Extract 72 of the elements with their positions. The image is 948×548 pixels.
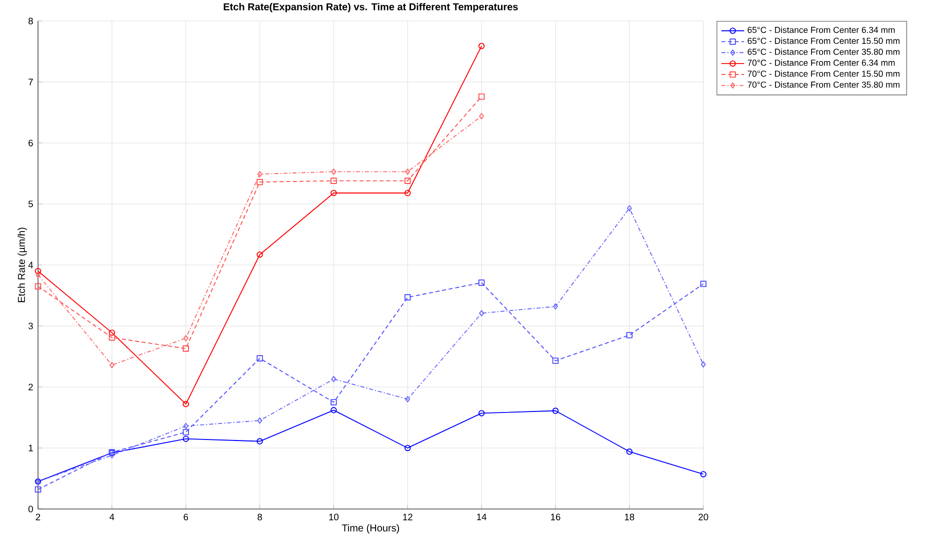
point: [626, 332, 633, 338]
chart-title: Etch Rate(Expansion Rate) vs. Time at Different Temperatures: [224, 2, 518, 12]
point: [256, 251, 263, 258]
y-tick-label: 0: [28, 506, 33, 512]
legend-label: 70°C - Distance From Center 15.50 mm: [748, 70, 900, 77]
y-tick-label: 1: [28, 444, 33, 452]
point: [404, 294, 411, 300]
point: [109, 362, 114, 368]
x-tick-label: 8: [258, 514, 262, 520]
legend-label: 65°C - Distance From Center 15.50 mm: [748, 38, 900, 44]
x-tick-label: 4: [110, 514, 114, 520]
point: [330, 407, 337, 414]
point: [404, 190, 411, 196]
y-tick-label: 6: [28, 140, 33, 146]
point: [36, 272, 40, 278]
y-tick-label: 7: [28, 78, 33, 86]
x-tick-label: 6: [184, 514, 188, 520]
point: [330, 178, 337, 184]
point: [257, 170, 262, 178]
legend-label: 70°C - Distance From Center 6.34 mm: [748, 59, 895, 66]
point: [182, 400, 189, 408]
point: [108, 334, 116, 341]
point: [183, 335, 188, 342]
point: [552, 408, 559, 414]
point: [404, 444, 411, 452]
y-axis-title: Etch Rate (µm/h): [18, 228, 27, 302]
point: [553, 303, 558, 310]
y-tick-label: 5: [28, 200, 33, 208]
point: [34, 486, 42, 493]
y-tick-label: 3: [28, 322, 33, 330]
point: [183, 422, 188, 430]
legend-label: 65°C - Distance From Center 6.34 mm: [748, 26, 895, 33]
point: [478, 280, 485, 286]
point: [405, 396, 410, 402]
point: [479, 310, 484, 316]
point: [479, 113, 484, 120]
y-tick-label: 4: [28, 262, 34, 268]
point: [108, 330, 116, 336]
point: [182, 436, 189, 442]
point: [700, 361, 706, 368]
x-tick-label: 18: [624, 514, 634, 520]
point: [626, 205, 632, 212]
x-tick-label: 14: [477, 514, 486, 520]
point: [700, 280, 706, 288]
point: [256, 355, 263, 362]
point: [330, 399, 337, 406]
legend-label: 65°C - Distance From Center 35.80 mm: [748, 48, 900, 55]
point: [478, 410, 485, 416]
y-tick-label: 2: [28, 384, 33, 390]
point: [182, 428, 189, 436]
point: [256, 438, 263, 444]
y-tick-label: 8: [28, 18, 33, 24]
point: [34, 283, 42, 290]
point: [552, 358, 559, 364]
x-axis-title: Time (Hours): [342, 524, 400, 534]
x-tick-label: 10: [329, 514, 339, 520]
point: [626, 448, 633, 455]
point: [331, 376, 336, 382]
point: [331, 168, 336, 175]
point: [478, 94, 485, 100]
point: [257, 417, 262, 424]
x-tick-label: 2: [36, 514, 40, 520]
x-tick-label: 16: [551, 514, 560, 520]
point: [404, 178, 411, 184]
point: [256, 178, 263, 186]
point: [182, 345, 189, 352]
legend-label: 70°C - Distance From Center 35.80 mm: [748, 81, 900, 88]
point: [405, 168, 410, 175]
point: [109, 452, 114, 458]
x-tick-label: 20: [698, 514, 708, 520]
x-tick-label: 12: [403, 514, 412, 520]
point: [330, 190, 337, 196]
